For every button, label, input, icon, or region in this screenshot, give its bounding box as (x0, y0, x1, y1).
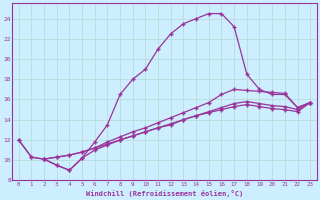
X-axis label: Windchill (Refroidissement éolien,°C): Windchill (Refroidissement éolien,°C) (86, 190, 243, 197)
